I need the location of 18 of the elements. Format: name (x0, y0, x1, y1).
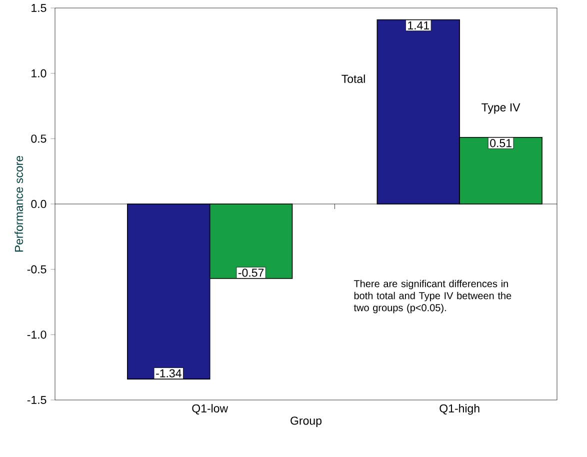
data-label: 1.41 (408, 21, 430, 30)
x-tick-label: Q1-high (440, 404, 480, 415)
y-tick-label: -1.0 (27, 330, 46, 339)
annotation: There are significant differences in both total and Type IV between the two groups (p<0.05). (354, 280, 512, 314)
data-label: -0.57 (238, 268, 264, 277)
y-tick-label: 0.5 (31, 134, 46, 143)
y-tick-label: -0.5 (27, 265, 46, 274)
series-label: Total (342, 74, 365, 83)
data-label: -1.34 (156, 369, 182, 378)
x-axis-title: Group (290, 416, 322, 428)
y-tick-label: 0.0 (31, 200, 46, 208)
y-tick-label: 1.5 (32, 4, 46, 12)
text: Type IV (482, 103, 520, 114)
x-tick-label: Q1-low (192, 404, 228, 415)
y-tick-label: -1.5 (27, 396, 46, 404)
data-label: 0.51 (490, 139, 512, 148)
y-tick-label: 1.0 (32, 69, 46, 78)
y-axis-title: Performance score (14, 156, 24, 252)
